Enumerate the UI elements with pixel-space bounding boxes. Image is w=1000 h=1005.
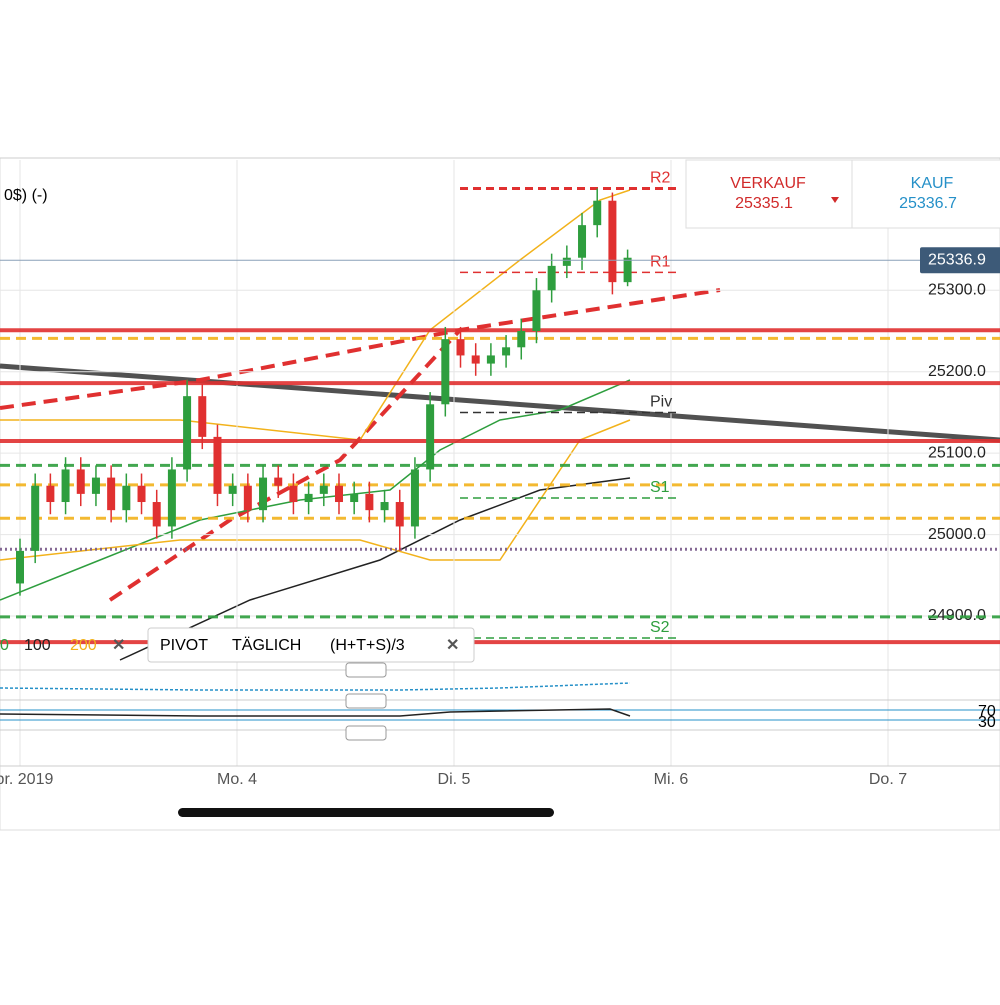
candle-body <box>183 396 192 470</box>
candle-body <box>350 493 359 503</box>
x-tick-label: Mi. 6 <box>654 771 689 788</box>
candle-body <box>517 331 526 348</box>
ma-line <box>0 379 631 601</box>
candle-body <box>593 200 602 226</box>
current-price-label: 25336.9 <box>928 251 986 268</box>
candle-body <box>547 265 556 291</box>
y-tick-label: 24900.0 <box>928 607 986 624</box>
trend-line <box>0 363 1000 443</box>
panel-handle[interactable] <box>345 693 387 709</box>
pivot-level-label: Piv <box>650 394 672 411</box>
sell-price: 25335.1 <box>735 195 793 212</box>
x-tick-label: Di. 5 <box>438 771 471 788</box>
candle-body <box>289 485 298 503</box>
candle-body <box>76 469 85 494</box>
candle-body <box>198 396 207 437</box>
ma-label: 100 <box>24 637 51 654</box>
buy-button[interactable] <box>851 159 1000 229</box>
chart-frame <box>0 157 1000 831</box>
candle-body <box>16 550 24 584</box>
x-tick-label: ebr. 2019 <box>0 771 53 788</box>
x-tick-label: Do. 7 <box>869 771 907 788</box>
candle-body <box>46 485 55 503</box>
x-tick-label: Mo. 4 <box>217 771 257 788</box>
candle-body <box>259 477 268 511</box>
panel-handle[interactable] <box>345 725 387 741</box>
current-price-box <box>920 247 1000 274</box>
y-tick-label: 25300.0 <box>928 282 986 299</box>
candle-body <box>441 339 450 405</box>
candle-body <box>426 404 435 470</box>
candle-body <box>304 493 313 503</box>
trend-line-dashed <box>0 288 721 410</box>
sell-label: VERKAUF <box>730 175 806 192</box>
ma-label: 200 <box>70 637 97 654</box>
candle-body <box>61 469 70 503</box>
candle-body <box>502 347 511 356</box>
candle-body <box>532 290 541 332</box>
pivot-level-label: R2 <box>650 170 671 187</box>
candle-body <box>395 502 404 527</box>
y-tick-label: 25100.0 <box>928 444 986 461</box>
instrument-title: 0$) (-) <box>4 187 48 204</box>
ma-line <box>119 477 631 661</box>
pivot-level-label: S2 <box>650 619 670 636</box>
indicator-line <box>0 682 631 691</box>
candle-body <box>410 469 419 527</box>
pivot-legend <box>147 627 475 663</box>
sell-button[interactable] <box>685 159 853 229</box>
candle-body <box>578 225 587 258</box>
candle-body <box>167 469 176 527</box>
ma-label: 0 <box>0 637 9 654</box>
pivot-formula: (H+T+S)/3 <box>330 637 405 654</box>
candle-body <box>319 485 328 494</box>
pivot-level-label: R1 <box>650 254 671 271</box>
buy-price: 25336.7 <box>899 195 957 212</box>
candle-body <box>228 485 237 494</box>
close-icon[interactable]: ✕ <box>446 637 459 654</box>
close-icon[interactable]: ✕ <box>112 637 125 654</box>
candle-body <box>152 502 161 527</box>
candle-body <box>31 485 40 551</box>
candle-body <box>107 477 116 511</box>
candle-body <box>380 502 389 511</box>
y-tick-label: 25000.0 <box>928 526 986 543</box>
candle-body <box>486 355 495 364</box>
trend-line-dashed <box>108 328 462 602</box>
candle-body <box>471 355 480 364</box>
candle-body <box>562 257 571 266</box>
candle-body <box>608 200 617 283</box>
candle-body <box>623 257 632 283</box>
candle-body <box>137 485 146 503</box>
candle-body <box>365 493 374 511</box>
rsi-lower: 30 <box>978 714 996 731</box>
panel-handle[interactable] <box>345 662 387 678</box>
candle-body <box>274 477 283 486</box>
y-tick-label: 25200.0 <box>928 363 986 380</box>
candle-body <box>122 485 131 511</box>
candle-body <box>213 436 222 494</box>
pivot-period: TÄGLICH <box>232 636 301 654</box>
sell-arrow <box>831 197 839 203</box>
candle-body <box>243 485 252 511</box>
pivot-level-label: S1 <box>650 479 670 496</box>
rsi-upper: 70 <box>978 703 996 720</box>
pivot-label: PIVOT <box>160 637 208 654</box>
home-indicator[interactable] <box>178 808 554 817</box>
buy-label: KAUF <box>911 175 954 192</box>
rsi-line <box>0 708 631 717</box>
candle-body <box>91 477 100 494</box>
candle-body <box>456 339 465 356</box>
candle-body <box>334 485 343 503</box>
